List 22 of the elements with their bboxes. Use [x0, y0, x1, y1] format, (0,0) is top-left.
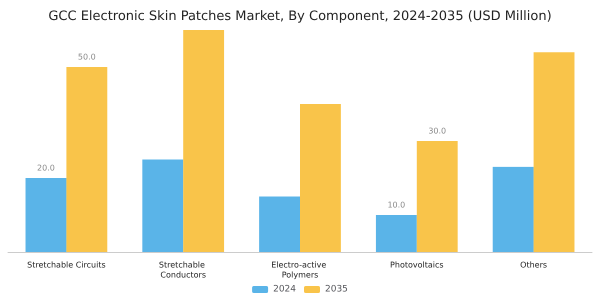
x-tick-label: Electro-active Polymers	[271, 260, 329, 280]
bar	[376, 215, 417, 252]
bar	[534, 52, 574, 252]
bar	[183, 30, 224, 252]
x-tick-label: Others	[520, 260, 548, 270]
legend-label: 2024	[273, 284, 296, 294]
bar	[416, 141, 458, 252]
data-label: 30.0	[428, 126, 446, 136]
bar	[26, 178, 66, 252]
x-tick-label: Stretchable Circuits	[27, 260, 106, 270]
data-label: 50.0	[78, 52, 96, 62]
x-tick-label: Stretchable Conductors	[158, 260, 208, 280]
bar	[142, 160, 184, 252]
bar	[300, 104, 341, 252]
bar	[259, 196, 300, 252]
bar	[66, 67, 108, 252]
chart-title: GCC Electronic Skin Patches Market, By Component, 2024-2035 (USD Million)	[48, 9, 552, 24]
bar	[492, 166, 534, 252]
x-tick-label: Photovoltaics	[390, 260, 444, 270]
data-label: 20.0	[37, 164, 55, 172]
data-label: 10.0	[387, 200, 406, 210]
legend-label: 2035	[325, 284, 348, 294]
